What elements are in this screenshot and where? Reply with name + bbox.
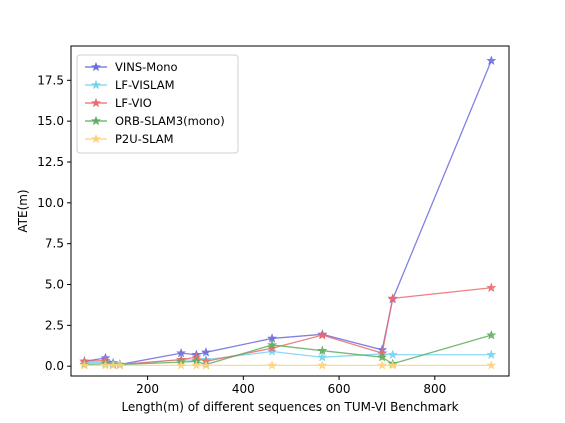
x-axis-label: Length(m) of different sequences on TUM-… <box>121 400 458 414</box>
legend-box <box>76 54 239 154</box>
data-point <box>267 343 277 353</box>
legend-label: VINS-Mono <box>115 60 178 74</box>
x-tick-label: 400 <box>232 382 255 396</box>
data-point <box>267 346 277 356</box>
y-tick-label: 5.0 <box>45 278 64 292</box>
y-tick-label: 0.0 <box>45 359 64 373</box>
data-point <box>486 330 497 340</box>
data-point <box>377 352 388 362</box>
data-point <box>317 360 328 370</box>
y-tick-label: 10.0 <box>37 196 64 210</box>
y-tick-label: 12.5 <box>37 155 64 169</box>
legend: VINS-Mono LF-VISLAM LF-VIO ORB-SLAM3(mono) P… <box>76 54 239 154</box>
legend-label: P2U-SLAM <box>115 132 174 146</box>
y-axis-label: ATE(m) <box>16 189 30 232</box>
data-point <box>317 352 328 362</box>
axes-layer: 200 400 600 800 0.0 2.5 5.0 7.5 10.0 12.5 15.0 17.5 <box>37 45 510 396</box>
y-tick-label: 15.0 <box>37 114 64 128</box>
data-point <box>486 55 497 65</box>
data-point <box>176 360 187 370</box>
legend-entry: LF-VIO <box>85 96 152 110</box>
data-point <box>201 360 211 370</box>
data-point <box>201 347 211 357</box>
legend-label: LF-VIO <box>115 96 152 110</box>
legend-entry: ORB-SLAM3(mono) <box>85 114 225 128</box>
legend-entry: LF-VISLAM <box>85 78 175 92</box>
data-point <box>387 360 398 370</box>
plot-frame <box>70 45 510 377</box>
data-point <box>191 360 202 370</box>
legend-marker <box>91 133 101 144</box>
data-point <box>267 339 277 350</box>
x-tick-label: 800 <box>423 382 446 396</box>
legend-entry: VINS-Mono <box>85 60 178 74</box>
legend-label: ORB-SLAM3(mono) <box>115 114 225 128</box>
y-tick-label: 17.5 <box>37 73 64 87</box>
data-point <box>114 360 125 370</box>
data-point <box>486 349 497 359</box>
data-point <box>387 293 398 303</box>
data-point <box>317 345 328 355</box>
data-point <box>317 330 328 340</box>
legend-marker <box>91 97 101 108</box>
data-point <box>387 349 398 359</box>
legend-marker <box>91 61 101 72</box>
data-point <box>486 282 497 292</box>
data-point <box>377 360 388 370</box>
data-point <box>486 360 497 370</box>
data-point <box>267 360 277 370</box>
x-tick-label: 200 <box>136 382 159 396</box>
y-tick-label: 7.5 <box>45 237 64 251</box>
x-tick-label: 600 <box>328 382 351 396</box>
legend-marker <box>91 79 101 90</box>
legend-marker <box>91 115 101 126</box>
legend-entry: P2U-SLAM <box>85 132 174 146</box>
y-tick-label: 2.5 <box>45 318 64 332</box>
data-point <box>79 360 90 370</box>
legend-label: LF-VISLAM <box>115 78 175 92</box>
series-4 <box>79 360 497 370</box>
series-layer <box>79 55 497 370</box>
